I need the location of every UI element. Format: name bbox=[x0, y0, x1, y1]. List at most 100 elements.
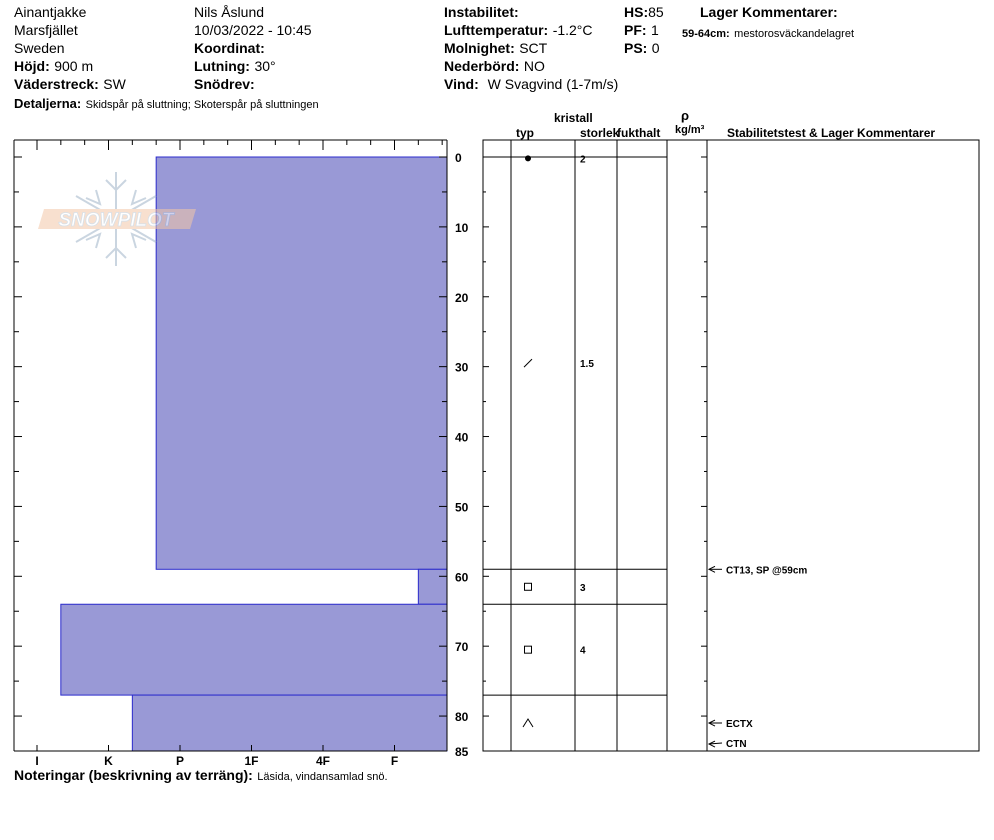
stability-header: Stabilitetstest & Lager Kommentarer bbox=[727, 126, 936, 140]
grain-size-label: 4 bbox=[580, 646, 586, 657]
moisture-header: fukthalt bbox=[617, 126, 661, 140]
wind-label: Vind: bbox=[444, 76, 479, 92]
grain-symbol-caret bbox=[522, 718, 534, 728]
stability-test-label: CTN bbox=[726, 739, 747, 750]
hs-value: 85 bbox=[648, 4, 664, 20]
watermark-band bbox=[38, 209, 196, 229]
wind-row: Vind: W Svagvind (1-7m/s) bbox=[444, 77, 618, 93]
hardness-bar bbox=[60, 603, 448, 696]
grain-symbol-dot bbox=[525, 155, 531, 162]
layer-table bbox=[482, 139, 980, 752]
grain-size-label: 1.5 bbox=[580, 359, 594, 370]
hardness-tick-label: F bbox=[391, 754, 398, 768]
hardness-bar bbox=[155, 156, 448, 570]
region-name: Marsfjället bbox=[14, 22, 78, 38]
depth-tick-label: 20 bbox=[455, 291, 469, 305]
elevation-label: Höjd: bbox=[14, 58, 50, 74]
layer-comments-label: Lager Kommentarer: bbox=[700, 4, 838, 20]
pf-label: PF: bbox=[624, 22, 647, 38]
stability-test-arrow bbox=[707, 565, 716, 573]
details-label: Detaljerna: bbox=[14, 96, 82, 111]
grain-size-label: 2 bbox=[580, 154, 586, 165]
coordinate-label: Koordinat: bbox=[194, 40, 265, 56]
cloud-label: Molnighet: bbox=[444, 40, 515, 56]
depth-tick-label: 10 bbox=[455, 221, 469, 235]
country-name: Sweden bbox=[14, 40, 65, 56]
elevation-row: Höjd: 900 m bbox=[14, 59, 93, 75]
hardness-tick-label: K bbox=[104, 754, 113, 768]
hardness-axis: I K P 1F 4F F bbox=[35, 140, 443, 768]
depth-tick-label: 60 bbox=[455, 570, 469, 584]
hs-label: HS: bbox=[624, 4, 649, 20]
aspect-value: SW bbox=[103, 76, 126, 92]
aspect-label: Väderstreck: bbox=[14, 76, 99, 92]
stability-test-label: CT13, SP @59cm bbox=[726, 565, 807, 576]
layer-comment-text: mestorosväckandelagret bbox=[734, 28, 854, 40]
stability-test-leader bbox=[708, 742, 723, 745]
snowpilot-watermark: SNOWPILOT bbox=[38, 172, 196, 266]
type-header: typ bbox=[516, 126, 534, 140]
precip-label: Nederbörd: bbox=[444, 58, 520, 74]
cloud-value: SCT bbox=[519, 40, 548, 56]
crystal-header: kristall bbox=[554, 111, 593, 125]
depth-tick-label: 80 bbox=[455, 710, 469, 724]
hardness-bars bbox=[60, 156, 448, 752]
precip-row: Nederbörd: NO bbox=[444, 59, 545, 75]
location-name: Ainantjakke bbox=[14, 4, 87, 20]
slope-label: Lutning: bbox=[194, 58, 250, 74]
grain-size-label: 3 bbox=[580, 583, 586, 594]
air-temp-row: Lufttemperatur: -1.2°C bbox=[444, 23, 593, 39]
depth-tick-label: 30 bbox=[455, 361, 469, 375]
slope-row: Lutning: 30° bbox=[194, 59, 276, 75]
air-temp-value: -1.2°C bbox=[552, 22, 593, 38]
precip-value: NO bbox=[523, 58, 545, 74]
slope-value: 30° bbox=[254, 58, 276, 74]
stability-tests: CT13, SP @59cm ECTX CTN bbox=[707, 565, 807, 750]
grain-symbol-slash bbox=[523, 358, 533, 368]
stability-test-arrow bbox=[707, 740, 716, 748]
depth-tick-label: 40 bbox=[455, 431, 469, 445]
notes-label: Noteringar (beskrivning av terräng): bbox=[14, 767, 253, 783]
cloud-row: Molnighet: SCT bbox=[444, 41, 547, 57]
stability-test-label: ECTX bbox=[726, 719, 753, 730]
wind-value: W Svagvind (1-7m/s) bbox=[487, 76, 619, 92]
elevation-value: 900 m bbox=[54, 58, 94, 74]
observation-datetime: 10/03/2022 - 10:45 bbox=[194, 22, 312, 38]
grain-symbol-square bbox=[524, 582, 532, 591]
ps-row: PS: 0 bbox=[624, 41, 660, 57]
air-temp-label: Lufttemperatur: bbox=[444, 22, 549, 38]
hardness-bar bbox=[417, 568, 448, 605]
drift-label: Snödrev: bbox=[194, 76, 255, 92]
layer-comment-range: 59-64cm: bbox=[682, 28, 730, 40]
details-row: Detaljerna: Skidspår på sluttning; Skote… bbox=[14, 96, 319, 112]
rho-header: ρ bbox=[681, 108, 690, 123]
hardness-tick-label: 4F bbox=[316, 754, 330, 768]
ps-value: 0 bbox=[651, 40, 660, 56]
depth-tick-label: 70 bbox=[455, 640, 469, 654]
density-unit-header: kg/m³ bbox=[675, 124, 705, 136]
pf-value: 1 bbox=[651, 22, 659, 38]
details-value: Skidspår på sluttning; Skoterspår på slu… bbox=[85, 99, 319, 111]
hardness-tick-label: 1F bbox=[244, 754, 258, 768]
watermark-text: SNOWPILOT bbox=[58, 210, 174, 231]
depth-tick-label: 50 bbox=[455, 500, 469, 514]
depth-tick-label: 0 bbox=[455, 151, 462, 165]
notes-value: Läsida, vindansamlad snö. bbox=[257, 771, 388, 783]
pf-row: PF: 1 bbox=[624, 23, 659, 39]
size-header: storlek bbox=[580, 126, 620, 140]
stability-test-arrow bbox=[707, 719, 716, 727]
depth-tick-label: 85 bbox=[455, 745, 469, 759]
grain-symbol-square bbox=[524, 645, 532, 654]
hardness-tick-label: P bbox=[176, 754, 184, 768]
profile-frame bbox=[13, 139, 448, 752]
instability-label: Instabilitet: bbox=[444, 4, 519, 20]
ps-label: PS: bbox=[624, 40, 648, 56]
notes-row: Noteringar (beskrivning av terräng): Läs… bbox=[14, 768, 388, 784]
hs-row: HS:85 bbox=[624, 5, 664, 21]
hardness-tick-label: I bbox=[35, 754, 38, 768]
observer-name: Nils Åslund bbox=[194, 4, 265, 20]
aspect-row: Väderstreck: SW bbox=[14, 77, 126, 93]
hardness-bar bbox=[131, 694, 448, 752]
layer-comment-row: 59-64cm: mestorosväckandelagret bbox=[682, 25, 854, 41]
